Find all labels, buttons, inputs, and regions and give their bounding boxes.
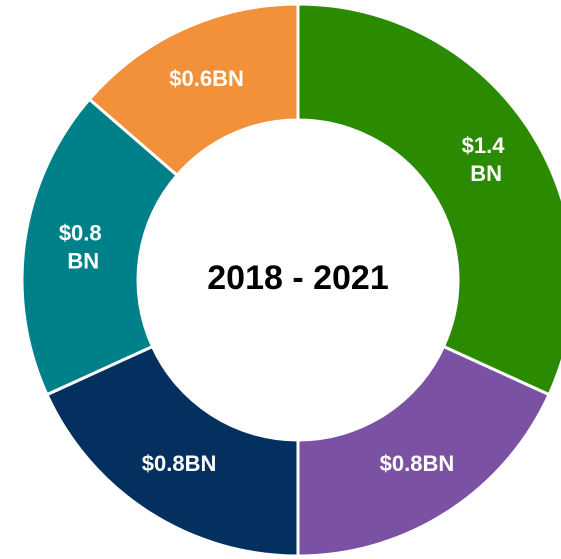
donut-slice — [20, 97, 180, 397]
donut-slice — [296, 2, 561, 397]
center-text: 2018 - 2021 — [207, 259, 389, 297]
value-label: $0.8BN — [380, 451, 455, 476]
value-label: $0.8 BN — [59, 221, 102, 274]
value-label: $0.6BN — [169, 66, 244, 91]
value-label: $0.8BN — [142, 451, 217, 476]
donut-slice — [87, 2, 300, 178]
value-label: $1.4 BN — [462, 133, 506, 186]
donut-slice — [44, 344, 300, 558]
donut-slice — [296, 344, 552, 558]
slices — [20, 2, 561, 558]
